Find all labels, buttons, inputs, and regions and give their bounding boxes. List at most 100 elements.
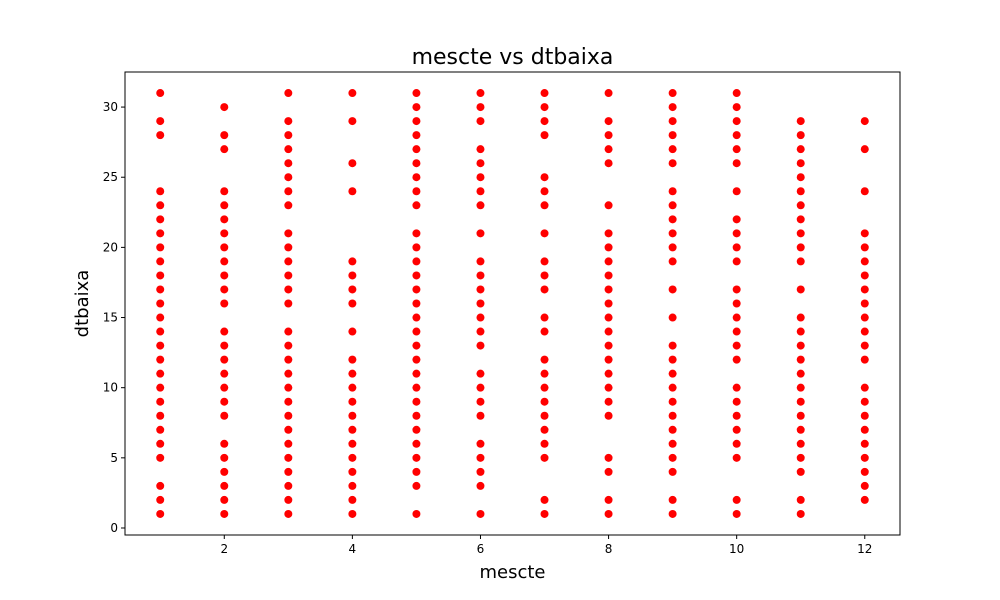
scatter-point — [156, 509, 165, 518]
scatter-point — [284, 257, 293, 266]
scatter-point — [220, 229, 229, 238]
scatter-point — [860, 411, 869, 420]
scatter-point — [540, 103, 549, 112]
scatter-point — [220, 145, 229, 154]
scatter-point — [668, 117, 677, 126]
scatter-point — [796, 397, 805, 406]
scatter-point — [412, 285, 421, 294]
scatter-point — [348, 425, 357, 434]
scatter-point — [732, 243, 741, 252]
scatter-point — [156, 229, 165, 238]
scatter-point — [604, 159, 613, 168]
scatter-point — [348, 89, 357, 98]
scatter-point — [604, 313, 613, 322]
scatter-point — [604, 117, 613, 126]
scatter-point — [732, 257, 741, 266]
scatter-point — [796, 215, 805, 224]
scatter-point — [348, 453, 357, 462]
scatter-point — [668, 201, 677, 210]
scatter-point — [412, 173, 421, 182]
scatter-point — [348, 439, 357, 448]
scatter-point — [476, 341, 485, 350]
scatter-point — [220, 439, 229, 448]
scatter-point — [156, 327, 165, 336]
scatter-point — [284, 425, 293, 434]
scatter-point — [220, 481, 229, 490]
scatter-point — [860, 229, 869, 238]
scatter-point — [412, 383, 421, 392]
scatter-point — [540, 285, 549, 294]
scatter-point — [796, 159, 805, 168]
scatter-point — [156, 481, 165, 490]
scatter-point — [860, 341, 869, 350]
scatter-point — [412, 481, 421, 490]
scatter-point — [156, 215, 165, 224]
scatter-point — [220, 509, 229, 518]
scatter-point — [220, 341, 229, 350]
y-tick-label: 5 — [110, 451, 118, 465]
scatter-point — [732, 453, 741, 462]
scatter-point — [604, 243, 613, 252]
scatter-point — [476, 271, 485, 280]
scatter-point — [412, 313, 421, 322]
scatter-point — [540, 117, 549, 126]
scatter-point — [732, 117, 741, 126]
scatter-point — [668, 495, 677, 504]
scatter-point — [220, 397, 229, 406]
x-axis-label: mescte — [479, 562, 545, 583]
scatter-point — [540, 173, 549, 182]
scatter-point — [540, 229, 549, 238]
scatter-point — [156, 355, 165, 364]
scatter-point — [796, 383, 805, 392]
scatter-point — [732, 299, 741, 308]
scatter-point — [604, 397, 613, 406]
scatter-point — [476, 439, 485, 448]
scatter-point — [476, 145, 485, 154]
scatter-point — [348, 327, 357, 336]
scatter-point — [412, 467, 421, 476]
scatter-point — [220, 187, 229, 196]
scatter-point — [604, 145, 613, 154]
scatter-point — [796, 425, 805, 434]
scatter-point — [668, 215, 677, 224]
scatter-point — [540, 313, 549, 322]
scatter-point — [156, 341, 165, 350]
scatter-point — [220, 201, 229, 210]
scatter-point — [156, 425, 165, 434]
scatter-point — [284, 383, 293, 392]
scatter-point — [220, 131, 229, 140]
scatter-point — [412, 89, 421, 98]
scatter-point — [156, 89, 165, 98]
scatter-point — [796, 117, 805, 126]
scatter-point — [412, 103, 421, 112]
scatter-point — [348, 355, 357, 364]
scatter-point — [540, 439, 549, 448]
scatter-point — [156, 201, 165, 210]
scatter-point — [860, 257, 869, 266]
scatter-point — [668, 187, 677, 196]
scatter-point — [284, 131, 293, 140]
scatter-point — [220, 495, 229, 504]
scatter-point — [604, 467, 613, 476]
scatter-point — [860, 243, 869, 252]
scatter-point — [348, 481, 357, 490]
x-tick-label: 4 — [349, 542, 357, 556]
scatter-point — [796, 355, 805, 364]
scatter-point — [732, 397, 741, 406]
scatter-point — [412, 439, 421, 448]
x-tick-label: 10 — [729, 542, 744, 556]
scatter-point — [476, 299, 485, 308]
scatter-point — [732, 229, 741, 238]
y-axis-label: dtbaixa — [72, 270, 93, 338]
scatter-point — [348, 285, 357, 294]
scatter-point — [860, 327, 869, 336]
scatter-point — [220, 453, 229, 462]
scatter-point — [732, 495, 741, 504]
scatter-point — [860, 453, 869, 462]
scatter-point — [220, 355, 229, 364]
scatter-point — [156, 299, 165, 308]
scatter-point — [284, 173, 293, 182]
scatter-point — [604, 509, 613, 518]
scatter-point — [860, 481, 869, 490]
